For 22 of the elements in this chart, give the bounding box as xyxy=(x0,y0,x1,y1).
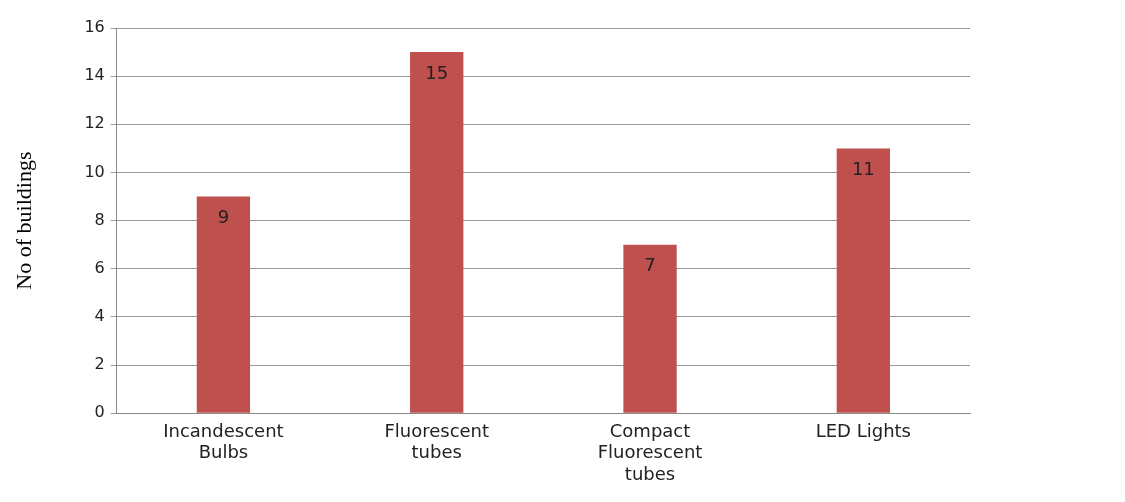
x-tick-label: LED Lights xyxy=(815,419,911,441)
bar xyxy=(196,196,251,413)
data-label: 11 xyxy=(851,158,875,180)
y-tick-label: 8 xyxy=(94,209,105,229)
y-tick-label: 0 xyxy=(94,402,105,422)
x-tick-label: Fluorescent tubes xyxy=(384,419,490,463)
x-tick-label: Compact Fluorescent tubes xyxy=(597,419,703,484)
bar xyxy=(623,244,677,413)
y-tick-label: 4 xyxy=(94,306,105,326)
data-label: 7 xyxy=(644,254,656,276)
y-tick-label: 12 xyxy=(84,113,105,133)
data-label: 9 xyxy=(217,206,230,228)
y-tick-label: 14 xyxy=(84,65,105,85)
bar xyxy=(410,52,464,413)
data-label: 15 xyxy=(425,61,449,83)
bar xyxy=(836,148,891,413)
y-tick-label: 16 xyxy=(84,17,105,37)
x-tick-label: Incandescent Bulbs xyxy=(163,419,284,463)
y-tick-label: 6 xyxy=(94,257,105,277)
y-axis-title: No of buildings xyxy=(10,151,36,290)
y-tick-label: 2 xyxy=(94,354,105,374)
y-tick-label: 10 xyxy=(84,161,105,181)
